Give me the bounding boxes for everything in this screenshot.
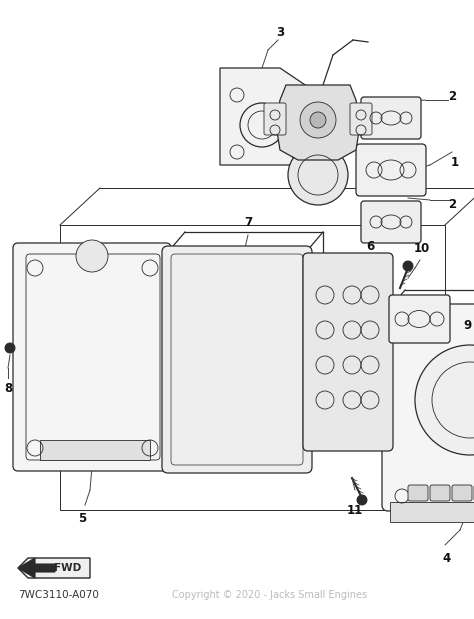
Circle shape [310, 112, 326, 128]
FancyBboxPatch shape [408, 485, 428, 501]
Text: 6: 6 [366, 240, 374, 253]
FancyBboxPatch shape [303, 253, 393, 451]
Text: Copyright © 2020 - Jacks Small Engines: Copyright © 2020 - Jacks Small Engines [173, 590, 367, 600]
Text: 8: 8 [4, 381, 12, 394]
FancyBboxPatch shape [389, 295, 450, 343]
Text: 1: 1 [451, 155, 459, 168]
Text: FWD: FWD [55, 563, 82, 573]
FancyBboxPatch shape [350, 103, 372, 135]
FancyBboxPatch shape [264, 103, 286, 135]
Polygon shape [18, 558, 55, 578]
Circle shape [76, 240, 108, 272]
Text: 3: 3 [276, 25, 284, 38]
Text: 10: 10 [414, 241, 430, 254]
Polygon shape [276, 85, 360, 160]
FancyBboxPatch shape [452, 485, 472, 501]
Circle shape [403, 261, 413, 271]
FancyBboxPatch shape [382, 304, 474, 511]
FancyBboxPatch shape [361, 201, 421, 243]
FancyBboxPatch shape [361, 97, 421, 139]
FancyBboxPatch shape [430, 485, 450, 501]
Circle shape [288, 145, 348, 205]
Text: 11: 11 [347, 503, 363, 516]
Text: 7: 7 [244, 215, 252, 228]
Circle shape [415, 345, 474, 455]
Text: 5: 5 [78, 511, 86, 524]
Polygon shape [220, 68, 320, 165]
Text: 9: 9 [464, 319, 472, 332]
Text: 2: 2 [448, 197, 456, 210]
Bar [40, 440, 150, 460]
Circle shape [5, 343, 15, 353]
FancyBboxPatch shape [162, 246, 312, 473]
Text: 7WC3110-A070: 7WC3110-A070 [18, 590, 99, 600]
FancyBboxPatch shape [356, 144, 426, 196]
Bar [390, 502, 474, 522]
Circle shape [300, 102, 336, 138]
Text: 2: 2 [448, 90, 456, 103]
Polygon shape [18, 558, 90, 578]
Text: 4: 4 [443, 552, 451, 565]
Circle shape [357, 495, 367, 505]
FancyBboxPatch shape [13, 243, 171, 471]
